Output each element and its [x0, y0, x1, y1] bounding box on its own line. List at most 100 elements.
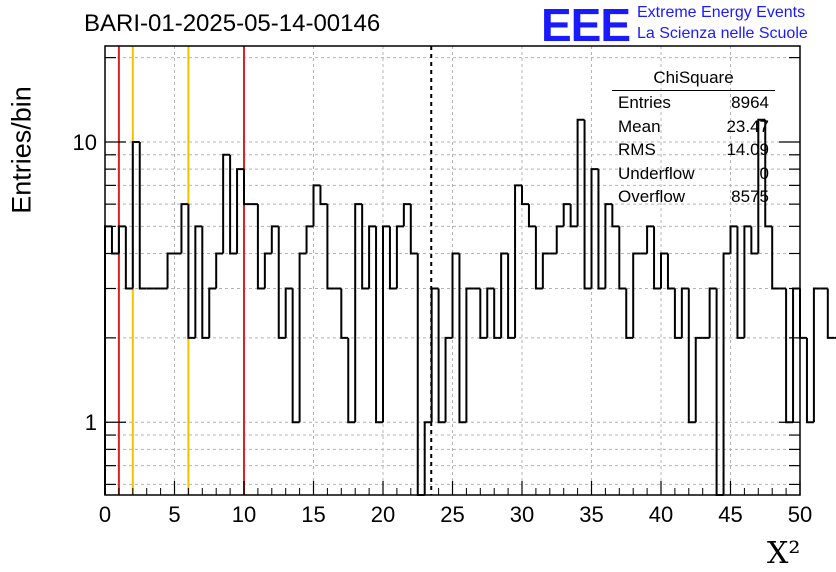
histogram-bin: [527, 204, 536, 228]
histogram-bin: [479, 288, 488, 339]
stats-key: Underflow: [618, 163, 695, 183]
histogram-bin: [785, 288, 794, 424]
histogram-bin: [236, 168, 244, 254]
histogram-bin: [166, 252, 175, 289]
histogram-bin: [722, 252, 731, 495]
histogram-bin: [715, 288, 724, 496]
histogram-bin: [430, 287, 439, 423]
y-axis-label-wrap: Entries/bin: [2, 86, 42, 214]
vertical-markers: [117, 46, 433, 495]
histogram-bin: [541, 252, 550, 289]
histogram-bin: [458, 253, 467, 424]
x-tick-label: 40: [649, 502, 673, 527]
x-axis-label: X²: [767, 536, 801, 571]
stats-row: Underflow 0: [612, 162, 775, 186]
x-tick-label: 20: [371, 502, 395, 527]
histogram-bin: [104, 225, 112, 495]
stats-value: 14.09: [726, 140, 769, 159]
histogram-bin: [284, 287, 293, 338]
histogram-bin: [222, 153, 231, 254]
histogram-bin: [243, 169, 251, 206]
histogram-bin: [764, 119, 773, 228]
x-tick-label: 10: [232, 502, 256, 527]
histogram-bin: [423, 421, 432, 495]
histogram-bin: [729, 225, 738, 254]
stats-value: 0: [759, 163, 769, 183]
stats-row: Mean 23.47: [612, 115, 775, 139]
histogram-bin: [500, 252, 509, 338]
histogram-bin: [229, 154, 238, 255]
histogram-bin: [486, 287, 495, 338]
histogram-bin: [291, 288, 300, 424]
histogram-bin: [347, 337, 356, 424]
chart-title: BARI-01-2025-05-14-00146: [84, 10, 381, 37]
histogram-bin: [583, 119, 592, 290]
histogram-bin: [388, 226, 397, 290]
histogram-bin: [534, 226, 543, 290]
histogram-bin: [465, 287, 474, 423]
logo-line-2: La Scienza nelle Scuole: [637, 25, 808, 42]
x-tick-label: 30: [510, 502, 534, 527]
histogram-bin: [382, 225, 390, 423]
histogram-bin: [270, 225, 279, 254]
histogram-bin: [597, 169, 606, 290]
y-tick-label: 10: [73, 130, 97, 155]
x-tick-label: 50: [788, 502, 812, 527]
histogram-bin: [187, 204, 196, 339]
stats-row: RMS 14.09: [612, 138, 775, 162]
histogram-bin: [451, 252, 460, 338]
histogram-bin: [604, 203, 613, 289]
histogram-bin: [757, 118, 766, 254]
histogram-bin: [653, 226, 661, 290]
x-tick-label: 45: [718, 502, 742, 527]
histogram-bin: [326, 204, 335, 290]
y-axis-label: Entries/bin: [6, 86, 37, 214]
histogram-bin: [256, 204, 265, 290]
histogram-bin: [673, 288, 682, 339]
histogram-bin: [201, 226, 210, 339]
grid-lines: [105, 46, 800, 495]
stats-row: Entries 8964: [612, 91, 775, 115]
histogram-bin: [208, 287, 217, 338]
histogram-bin: [402, 203, 411, 227]
histogram-bin: [660, 252, 668, 289]
histogram-bin: [395, 225, 404, 289]
axis-ticks: 0 5 10 15 20 25 30 35 40 45 50 1 10: [73, 57, 812, 527]
x-tick-label: 25: [440, 502, 464, 527]
histogram-bin: [507, 253, 516, 339]
histogram-bin: [666, 253, 675, 290]
histogram-bin: [361, 204, 370, 290]
stats-key: Entries: [618, 93, 671, 112]
stats-key: Mean: [618, 116, 661, 136]
histogram-bin: [708, 287, 717, 338]
histogram-bin: [680, 287, 689, 338]
histogram-bin: [555, 225, 564, 254]
histogram-bin: [340, 288, 349, 339]
histogram-bin: [138, 141, 147, 290]
histogram-bin: [750, 226, 759, 255]
x-tick-label: 35: [579, 502, 603, 527]
histogram-bin: [646, 225, 655, 254]
histogram-bin: [110, 226, 119, 255]
histogram-bin: [312, 184, 321, 227]
histogram-bin: [277, 226, 286, 339]
x-tick-label: 5: [168, 502, 180, 527]
histogram-bin: [687, 288, 696, 424]
histogram-bin: [409, 204, 418, 255]
histogram-bin: [354, 203, 363, 423]
histogram-bin: [117, 225, 126, 254]
stats-row: Overflow 8575: [612, 185, 775, 209]
histogram-bin: [805, 337, 814, 424]
histogram-bin: [131, 140, 140, 289]
histogram-bin: [375, 226, 383, 424]
stats-key: Overflow: [618, 187, 686, 206]
histogram-bin: [590, 168, 599, 289]
histogram-bin: [611, 204, 620, 228]
histogram-bin: [298, 252, 307, 423]
histogram-bin: [180, 203, 189, 254]
x-tick-label: 0: [99, 502, 111, 527]
histogram-bin: [694, 336, 703, 423]
stats-key: RMS: [618, 140, 656, 159]
eee-logo: EEE: [541, 0, 631, 51]
